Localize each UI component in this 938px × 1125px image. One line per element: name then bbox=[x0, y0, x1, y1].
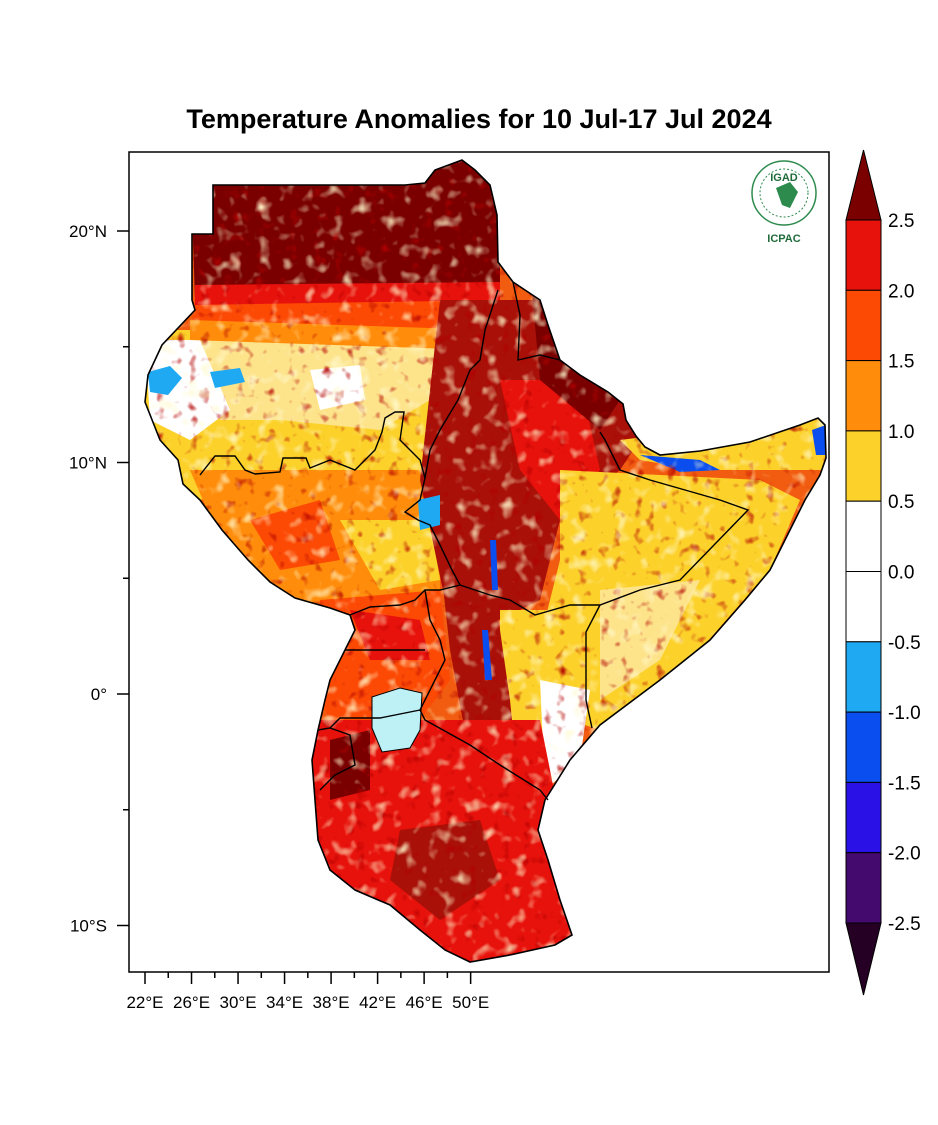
lon-tick-label: 50°E bbox=[452, 993, 489, 1012]
lake-victoria bbox=[371, 687, 423, 753]
colorbar-label: -1.5 bbox=[888, 773, 921, 794]
colorbar-top-arrow bbox=[845, 149, 882, 221]
colorbar-label: -2.0 bbox=[888, 844, 921, 865]
country-borders bbox=[199, 281, 750, 801]
colorbar: 2.5 2.0 1.5 1.0 0.5 0.0 -0.5 -1.0 -1.5 -2.0 -2.5 bbox=[845, 149, 921, 996]
colorbar-label: -2.5 bbox=[888, 914, 921, 935]
lon-tick-label: 46°E bbox=[406, 993, 443, 1012]
colorbar-segment bbox=[845, 571, 882, 643]
colorbar-segment bbox=[845, 500, 882, 573]
lat-tick-label: 20°N bbox=[69, 222, 107, 241]
colorbar-label: 1.0 bbox=[888, 422, 914, 443]
lon-tick-label: 38°E bbox=[313, 993, 350, 1012]
colorbar-segment bbox=[845, 430, 882, 502]
colorbar-segment bbox=[845, 852, 882, 924]
colorbar-label: 0.0 bbox=[888, 563, 914, 584]
axis-ticks bbox=[117, 230, 472, 984]
map-title: Temperature Anomalies for 10 Jul-17 Jul … bbox=[186, 104, 772, 134]
lon-tick-label: 26°E bbox=[173, 993, 210, 1012]
colorbar-label: 2.5 bbox=[888, 211, 914, 232]
colorbar-label: -1.0 bbox=[888, 703, 921, 724]
lat-tick-label: 10°N bbox=[69, 454, 107, 473]
lon-tick-labels: 22°E 26°E 30°E 34°E 38°E 42°E 46°E 50°E bbox=[126, 993, 489, 1012]
logo-bottom-text: ICPAC bbox=[767, 233, 800, 245]
colorbar-label: 2.0 bbox=[888, 281, 914, 302]
lon-tick-label: 22°E bbox=[126, 993, 163, 1012]
lon-tick-label: 34°E bbox=[266, 993, 303, 1012]
lon-tick-label: 30°E bbox=[220, 993, 257, 1012]
colorbar-segment bbox=[845, 219, 882, 291]
lon-tick-label: 42°E bbox=[359, 993, 396, 1012]
colorbar-label: -0.5 bbox=[888, 633, 921, 654]
colorbar-segment bbox=[845, 711, 882, 783]
logo-top-text: IGAD bbox=[770, 172, 798, 184]
colorbar-segment bbox=[845, 641, 882, 713]
colorbar-label: 1.5 bbox=[888, 352, 914, 373]
colorbar-segment bbox=[845, 289, 882, 362]
colorbar-segment bbox=[845, 360, 882, 432]
colorbar-label: 0.5 bbox=[888, 492, 914, 513]
igad-icpac-logo: IGAD ICPAC bbox=[751, 160, 817, 245]
coastline bbox=[144, 159, 827, 963]
lat-tick-label: 10°S bbox=[70, 917, 107, 936]
lat-tick-labels: 20°N 10°N 0° 10°S bbox=[69, 222, 107, 936]
lat-tick-label: 0° bbox=[91, 685, 107, 704]
colorbar-bottom-arrow bbox=[845, 922, 882, 996]
colorbar-segment bbox=[845, 781, 882, 854]
